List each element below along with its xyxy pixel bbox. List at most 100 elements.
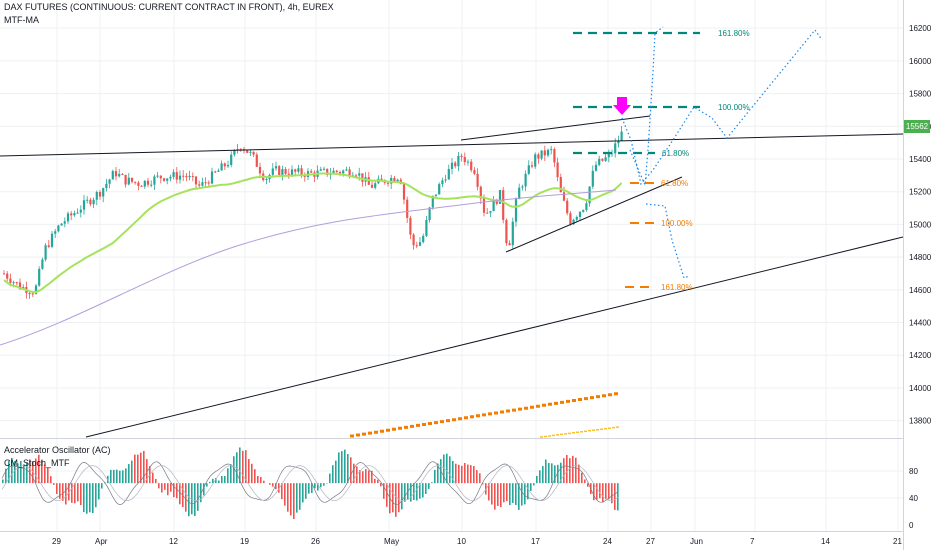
time-tick-label: 27 xyxy=(646,537,655,546)
candle-body xyxy=(227,165,229,166)
oscillator-bar xyxy=(86,483,88,514)
price-chart[interactable]: 161.80%100.00%61.80%61.80%100.00%161.80% xyxy=(0,0,903,531)
oscillator-bar xyxy=(164,483,166,490)
oscillator-bar xyxy=(305,483,307,499)
candle-body xyxy=(150,185,152,186)
oscillator-bar xyxy=(581,473,583,483)
candle-body xyxy=(224,163,226,166)
oscillator-bar xyxy=(533,483,535,485)
candle-body xyxy=(550,149,552,150)
oscillator-bar xyxy=(257,476,259,483)
candle-body xyxy=(67,213,69,221)
candle-body xyxy=(528,165,530,174)
candle-body xyxy=(32,293,34,294)
oscillator-bar xyxy=(536,476,538,483)
candle-body xyxy=(403,184,405,200)
oscillator-bar xyxy=(563,458,565,483)
candle-body xyxy=(323,169,325,170)
candle-body xyxy=(445,179,447,180)
candle-body xyxy=(259,167,261,174)
oscillator-bar xyxy=(575,458,577,483)
price-tick-label: 15800 xyxy=(909,90,932,99)
candle-body xyxy=(595,165,597,171)
oscillator-bar xyxy=(401,483,403,509)
candle-body xyxy=(73,213,75,215)
candle-body xyxy=(121,174,123,175)
price-tick-label: 14400 xyxy=(909,319,932,328)
oscillator-bar xyxy=(551,463,553,483)
oscillator-bar xyxy=(293,483,295,519)
candle-body xyxy=(294,169,296,171)
candle-body xyxy=(211,172,213,184)
candle-body xyxy=(477,174,479,187)
candle-body xyxy=(214,172,216,173)
oscillator-bar xyxy=(2,480,4,484)
oscillator-bar xyxy=(539,470,541,483)
oscillator-bar xyxy=(56,483,58,494)
oscillator-bar xyxy=(548,463,550,483)
candle-body xyxy=(576,217,578,220)
candles-group xyxy=(3,126,623,299)
oscillator-bar xyxy=(155,479,157,483)
candle-body xyxy=(147,181,149,185)
time-tick-label: 10 xyxy=(457,537,466,546)
candle-body xyxy=(83,200,85,209)
oscillator-bar xyxy=(140,453,142,483)
time-tick-label: 17 xyxy=(531,537,540,546)
candle-body xyxy=(483,199,485,213)
candle-body xyxy=(51,234,53,247)
candle-body xyxy=(13,282,15,283)
candle-body xyxy=(301,168,303,174)
oscillator-bar xyxy=(494,483,496,510)
price-tick-label: 14200 xyxy=(909,351,932,360)
candle-body xyxy=(112,171,114,179)
oscillator-bar xyxy=(83,483,85,512)
candle-body xyxy=(141,186,143,187)
candle-body xyxy=(16,282,18,283)
oscillator-bar xyxy=(509,483,511,505)
trendline-horizontal xyxy=(0,134,903,156)
candle-body xyxy=(336,171,338,172)
price-axis[interactable]: 1620016000158001560015400152001500014800… xyxy=(903,0,932,550)
forecast-dashes-orange xyxy=(350,394,618,436)
oscillator-bar xyxy=(128,464,130,483)
candle-body xyxy=(601,159,603,161)
candle-body xyxy=(457,156,459,166)
candle-body xyxy=(281,169,283,175)
candle-body xyxy=(349,169,351,175)
candle-body xyxy=(345,169,347,170)
candle-body xyxy=(173,172,175,177)
candle-body xyxy=(285,169,287,174)
candle-body xyxy=(38,269,40,286)
candle-body xyxy=(99,192,101,197)
candle-body xyxy=(233,150,235,154)
candle-body xyxy=(429,207,431,220)
oscillator-bar xyxy=(299,483,301,510)
candle-body xyxy=(115,171,117,176)
oscillator-bar xyxy=(461,466,463,483)
price-tick-label: 14600 xyxy=(909,286,932,295)
oscillator-bar xyxy=(410,483,412,501)
candle-body xyxy=(80,210,82,213)
candle-body xyxy=(29,293,31,294)
candle-body xyxy=(57,226,59,232)
candle-body xyxy=(320,169,322,170)
candle-body xyxy=(605,157,607,161)
oscillator-bar xyxy=(269,483,271,485)
oscillator-bar xyxy=(347,454,349,483)
oscillator-bar xyxy=(50,476,52,483)
price-tick-label: 15000 xyxy=(909,220,932,229)
stoch-indicator-label: CM_Stoch_MTF xyxy=(4,458,70,468)
candle-body xyxy=(195,176,197,184)
candle-body xyxy=(48,245,50,247)
candle-body xyxy=(291,169,293,175)
oscillator-bar xyxy=(185,483,187,512)
oscillator-bar xyxy=(416,483,418,500)
oscillator-bar xyxy=(323,483,325,486)
oscillator-bar xyxy=(302,483,304,502)
candle-body xyxy=(179,176,181,180)
candle-body xyxy=(525,174,527,187)
pane-separator[interactable] xyxy=(0,438,932,439)
